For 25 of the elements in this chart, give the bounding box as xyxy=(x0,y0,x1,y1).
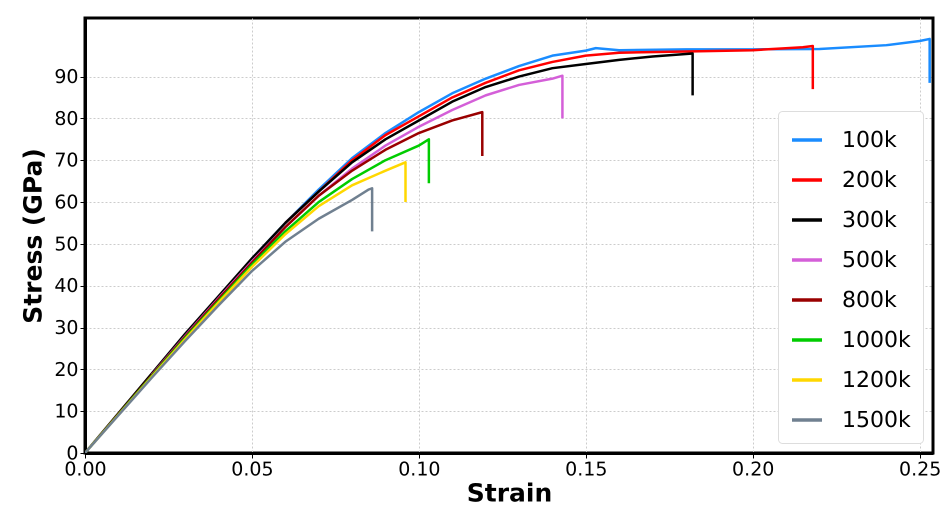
legend-label: 300k xyxy=(842,208,897,233)
x-tick-label: 0.20 xyxy=(732,458,774,480)
legend-label: 500k xyxy=(842,248,897,273)
legend-label: 1500k xyxy=(842,408,911,433)
legend-label: 1200k xyxy=(842,368,911,393)
x-tick-label: 0.25 xyxy=(898,458,942,480)
y-tick-label: 60 xyxy=(54,192,78,214)
x-tick-label: 0.15 xyxy=(565,458,608,480)
legend-label: 100k xyxy=(842,128,897,153)
x-axis-title: Strain xyxy=(466,478,552,508)
y-tick-label: 20 xyxy=(54,358,78,381)
x-tick-label: 0.05 xyxy=(231,458,274,480)
y-tick-label: 90 xyxy=(54,66,78,88)
y-tick-label: 80 xyxy=(54,108,78,130)
legend-label: 1000k xyxy=(842,328,911,353)
line-series xyxy=(85,186,374,453)
y-tick-label: 50 xyxy=(54,233,78,256)
y-tick-label: 40 xyxy=(54,275,78,298)
x-tick-label: 0.10 xyxy=(398,458,441,480)
y-axis-title: Stress (GPa) xyxy=(18,148,48,324)
legend-label: 200k xyxy=(842,168,897,193)
legend-label: 800k xyxy=(842,288,897,313)
y-tick-label: 30 xyxy=(54,317,78,340)
y-tick-label: 10 xyxy=(54,400,78,423)
y-tick-label: 70 xyxy=(54,150,78,172)
